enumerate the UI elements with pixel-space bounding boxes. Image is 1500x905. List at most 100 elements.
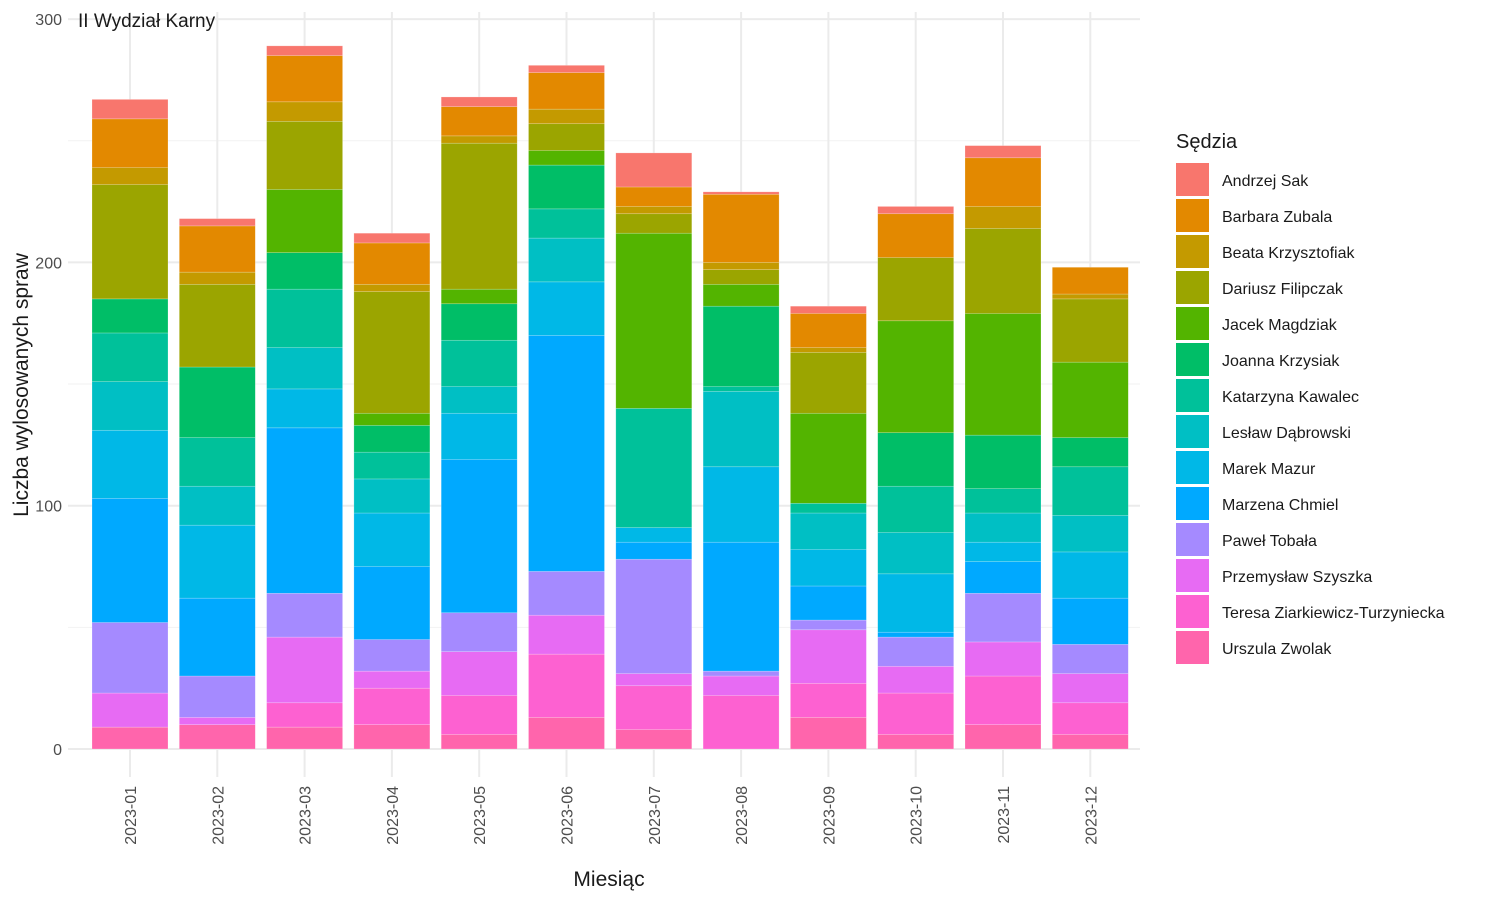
bar-segment-barbara-zubala [440,106,518,137]
bar-segment-andrzej-sak [877,206,955,215]
bar-segment-urszula-zwolak [440,734,518,750]
bar-segment-jacek-magdziak [702,283,780,307]
bar-segment-beata-krzysztofiak [702,262,780,270]
bar-segment-dariusz-filipczak [1052,298,1129,363]
bar-segment-beata-krzysztofiak [266,101,343,122]
bar-segment-marek-mazur [877,573,955,633]
bar-segment-pawel-tobala [353,639,431,672]
bar-segment-andrzej-sak [528,65,605,73]
bar-segment-pawel-tobala [702,670,780,677]
y-tick-label: 200 [35,255,62,272]
bars-layer [91,45,1129,750]
x-tick-label: 2023-03 [298,786,315,845]
x-tick-label: 2023-08 [734,786,751,845]
bar-segment-barbara-zubala [528,72,605,110]
bar-segment-andrzej-sak [353,232,431,244]
legend-key [1176,595,1209,628]
bar-segment-andrzej-sak [440,96,518,107]
legend-key [1176,487,1209,520]
bar-segment-marzena-chmiel [1052,597,1129,645]
bar-segment-joanna-krzysiak [179,366,256,438]
legend-key [1176,379,1209,412]
bar-segment-przemyslaw-szyszka [1052,673,1129,704]
bar-segment-pawel-tobala [615,558,693,674]
bar-segment-marzena-chmiel [353,566,431,640]
bar-segment-barbara-zubala [702,193,780,263]
bar-segment-teresa-ziarkiewicz-turzyniecka [790,683,867,718]
y-tick-label: 0 [53,742,62,759]
legend-label: Paweł Tobała [1222,533,1317,550]
bar-segment-pawel-tobala [528,571,605,616]
bar-segment-katarzyna-kawalec [440,339,518,387]
x-tick-label: 2023-06 [560,786,577,845]
bar-segment-teresa-ziarkiewicz-turzyniecka [266,702,343,728]
legend-label: Beata Krzysztofiak [1222,245,1356,262]
bar-segment-urszula-zwolak [964,724,1042,750]
legend-key [1176,307,1209,340]
bar-segment-pawel-tobala [91,622,169,694]
bar-segment-joanna-krzysiak [877,432,955,487]
bar-segment-jacek-magdziak [528,150,605,166]
bar-segment-jacek-magdziak [615,232,693,409]
x-tick-label: 2023-02 [210,786,227,845]
bar-segment-leslaw-dabrowski [353,478,431,514]
axes-layer: 0 100 200 300 2023-01 2023-02 2023-03 2023-04 20… [35,12,1100,845]
bar-segment-andrzej-sak [615,152,693,188]
legend-key [1176,163,1209,196]
bar-segment-dariusz-filipczak [179,283,256,368]
legend-key [1176,523,1209,556]
bar-segment-przemyslaw-szyszka [877,665,955,694]
bar-segment-joanna-krzysiak [266,252,343,290]
bar-segment-marek-mazur [964,541,1042,562]
bar-segment-urszula-zwolak [91,726,169,750]
x-tick-label: 2023-04 [385,786,402,845]
bar-segment-joanna-krzysiak [91,298,169,334]
bar-segment-marek-mazur [440,412,518,460]
bar-segment-pawel-tobala [266,592,343,638]
bar-segment-barbara-zubala [1052,266,1129,295]
bar-segment-andrzej-sak [790,305,867,314]
bar-segment-jacek-magdziak [964,313,1042,436]
bar-segment-marzena-chmiel [266,427,343,594]
legend-key [1176,271,1209,304]
bar-segment-marzena-chmiel [440,459,518,614]
legend-title: Sędzia [1176,131,1238,153]
legend-key [1176,415,1209,448]
bar-segment-katarzyna-kawalec [877,485,955,533]
bar-segment-przemyslaw-szyszka [528,614,605,655]
bar-segment-marzena-chmiel [790,585,867,621]
legend-key [1176,199,1209,232]
chart-title: II Wydział Karny [78,11,216,32]
bar-segment-leslaw-dabrowski [964,512,1042,543]
bar-segment-andrzej-sak [702,191,780,195]
bar-segment-jacek-magdziak [1052,361,1129,438]
bar-segment-marzena-chmiel [877,631,955,638]
bar-segment-urszula-zwolak [266,726,343,750]
x-tick-label: 2023-10 [909,786,926,845]
bar-segment-katarzyna-kawalec [179,437,256,487]
legend-key [1176,559,1209,592]
legend-label: Przemysław Szyszka [1222,569,1372,586]
x-tick-label: 2023-07 [647,786,664,845]
bar-segment-joanna-krzysiak [440,303,518,341]
y-tick-label: 300 [35,12,62,29]
bar-segment-barbara-zubala [91,118,169,168]
bar-segment-leslaw-dabrowski [790,512,867,550]
bar-segment-leslaw-dabrowski [702,391,780,468]
legend-label: Urszula Zwolak [1222,641,1332,658]
bar-segment-dariusz-filipczak [528,123,605,151]
bar-segment-pawel-tobala [440,612,518,652]
bar-segment-marzena-chmiel [615,541,693,560]
legend-label: Jacek Magdziak [1222,317,1338,334]
bar-segment-beata-krzysztofiak [528,108,605,125]
bar-segment-marek-mazur [353,512,431,567]
y-tick-label: 100 [35,499,62,516]
bar-segment-andrzej-sak [179,218,256,227]
x-tick-label: 2023-12 [1083,786,1100,845]
bar-segment-teresa-ziarkiewicz-turzyniecka [528,653,605,718]
bar-segment-teresa-ziarkiewicz-turzyniecka [964,675,1042,725]
bar-segment-marek-mazur [1052,551,1129,599]
bar-segment-teresa-ziarkiewicz-turzyniecka [877,692,955,735]
bar-segment-barbara-zubala [964,157,1042,207]
bar-segment-przemyslaw-szyszka [179,717,256,725]
